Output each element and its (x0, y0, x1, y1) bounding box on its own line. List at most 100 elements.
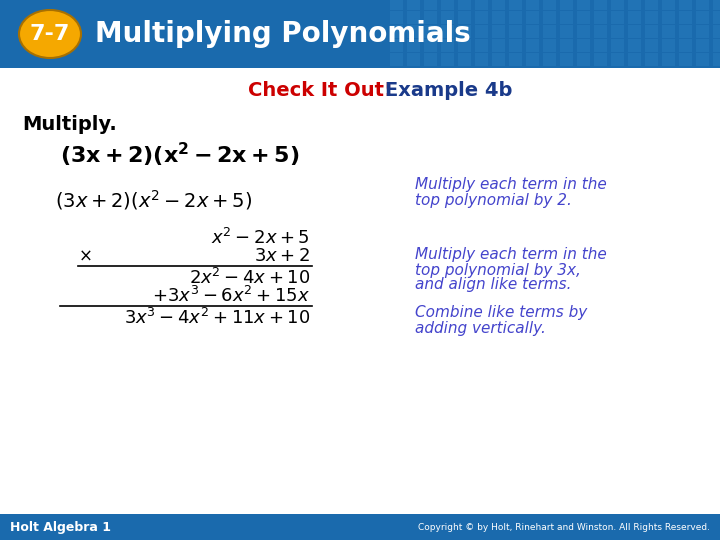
FancyBboxPatch shape (509, 53, 522, 66)
FancyBboxPatch shape (492, 0, 505, 10)
FancyBboxPatch shape (645, 25, 658, 38)
FancyBboxPatch shape (390, 53, 403, 66)
Text: $\mathbf{(3x + 2)(x^2 - 2x + 5)}$: $\mathbf{(3x + 2)(x^2 - 2x + 5)}$ (60, 141, 300, 169)
FancyBboxPatch shape (577, 11, 590, 24)
FancyBboxPatch shape (526, 39, 539, 52)
Text: Example 4b: Example 4b (385, 80, 513, 99)
FancyBboxPatch shape (628, 0, 641, 10)
Text: Multiply each term in the: Multiply each term in the (415, 247, 607, 262)
FancyBboxPatch shape (526, 11, 539, 24)
FancyBboxPatch shape (424, 11, 437, 24)
FancyBboxPatch shape (458, 11, 471, 24)
FancyBboxPatch shape (526, 53, 539, 66)
FancyBboxPatch shape (560, 11, 573, 24)
FancyBboxPatch shape (560, 53, 573, 66)
FancyBboxPatch shape (458, 39, 471, 52)
FancyBboxPatch shape (441, 11, 454, 24)
FancyBboxPatch shape (679, 39, 692, 52)
FancyBboxPatch shape (679, 25, 692, 38)
FancyBboxPatch shape (628, 53, 641, 66)
FancyBboxPatch shape (475, 39, 488, 52)
FancyBboxPatch shape (713, 0, 720, 10)
FancyBboxPatch shape (577, 39, 590, 52)
FancyBboxPatch shape (509, 39, 522, 52)
Text: Check It Out!: Check It Out! (248, 80, 393, 99)
FancyBboxPatch shape (611, 53, 624, 66)
FancyBboxPatch shape (611, 11, 624, 24)
FancyBboxPatch shape (475, 53, 488, 66)
Text: and align like terms.: and align like terms. (415, 278, 572, 293)
FancyBboxPatch shape (390, 0, 403, 10)
FancyBboxPatch shape (492, 39, 505, 52)
FancyBboxPatch shape (662, 39, 675, 52)
FancyBboxPatch shape (645, 0, 658, 10)
Text: Holt Algebra 1: Holt Algebra 1 (10, 521, 111, 534)
FancyBboxPatch shape (475, 25, 488, 38)
FancyBboxPatch shape (543, 25, 556, 38)
FancyBboxPatch shape (492, 53, 505, 66)
FancyBboxPatch shape (713, 53, 720, 66)
FancyBboxPatch shape (713, 39, 720, 52)
Ellipse shape (19, 10, 81, 58)
FancyBboxPatch shape (611, 39, 624, 52)
FancyBboxPatch shape (543, 39, 556, 52)
FancyBboxPatch shape (696, 39, 709, 52)
Text: Multiplying Polynomials: Multiplying Polynomials (95, 20, 471, 48)
FancyBboxPatch shape (628, 25, 641, 38)
FancyBboxPatch shape (543, 0, 556, 10)
FancyBboxPatch shape (475, 11, 488, 24)
FancyBboxPatch shape (424, 25, 437, 38)
FancyBboxPatch shape (509, 11, 522, 24)
FancyBboxPatch shape (441, 0, 454, 10)
FancyBboxPatch shape (696, 11, 709, 24)
Text: 7-7: 7-7 (30, 24, 70, 44)
FancyBboxPatch shape (458, 53, 471, 66)
FancyBboxPatch shape (645, 11, 658, 24)
FancyBboxPatch shape (458, 0, 471, 10)
FancyBboxPatch shape (543, 53, 556, 66)
FancyBboxPatch shape (424, 0, 437, 10)
FancyBboxPatch shape (696, 53, 709, 66)
FancyBboxPatch shape (594, 0, 607, 10)
FancyBboxPatch shape (407, 53, 420, 66)
FancyBboxPatch shape (577, 53, 590, 66)
FancyBboxPatch shape (390, 39, 403, 52)
Text: adding vertically.: adding vertically. (415, 321, 546, 335)
FancyBboxPatch shape (696, 0, 709, 10)
FancyBboxPatch shape (0, 0, 720, 68)
Text: $\times$: $\times$ (78, 247, 91, 265)
Text: $2x^2 - 4x + 10$: $2x^2 - 4x + 10$ (189, 268, 310, 288)
FancyBboxPatch shape (407, 25, 420, 38)
Text: $3x + 2$: $3x + 2$ (254, 247, 310, 265)
FancyBboxPatch shape (526, 25, 539, 38)
FancyBboxPatch shape (390, 25, 403, 38)
Text: $+ 3x^3 - 6x^2 + 15x$: $+ 3x^3 - 6x^2 + 15x$ (152, 286, 310, 306)
FancyBboxPatch shape (390, 11, 403, 24)
FancyBboxPatch shape (441, 39, 454, 52)
FancyBboxPatch shape (645, 39, 658, 52)
FancyBboxPatch shape (458, 25, 471, 38)
FancyBboxPatch shape (628, 39, 641, 52)
FancyBboxPatch shape (0, 514, 720, 540)
FancyBboxPatch shape (424, 39, 437, 52)
FancyBboxPatch shape (594, 11, 607, 24)
FancyBboxPatch shape (475, 0, 488, 10)
FancyBboxPatch shape (560, 0, 573, 10)
FancyBboxPatch shape (713, 25, 720, 38)
FancyBboxPatch shape (645, 53, 658, 66)
FancyBboxPatch shape (662, 53, 675, 66)
FancyBboxPatch shape (662, 25, 675, 38)
FancyBboxPatch shape (594, 25, 607, 38)
FancyBboxPatch shape (543, 11, 556, 24)
FancyBboxPatch shape (577, 25, 590, 38)
FancyBboxPatch shape (424, 53, 437, 66)
FancyBboxPatch shape (492, 25, 505, 38)
FancyBboxPatch shape (662, 0, 675, 10)
FancyBboxPatch shape (662, 11, 675, 24)
Text: top polynomial by 3x,: top polynomial by 3x, (415, 262, 581, 278)
FancyBboxPatch shape (628, 11, 641, 24)
Text: Combine like terms by: Combine like terms by (415, 305, 588, 320)
Text: Copyright © by Holt, Rinehart and Winston. All Rights Reserved.: Copyright © by Holt, Rinehart and Winsto… (418, 523, 710, 531)
FancyBboxPatch shape (441, 25, 454, 38)
Text: top polynomial by 2.: top polynomial by 2. (415, 193, 572, 208)
